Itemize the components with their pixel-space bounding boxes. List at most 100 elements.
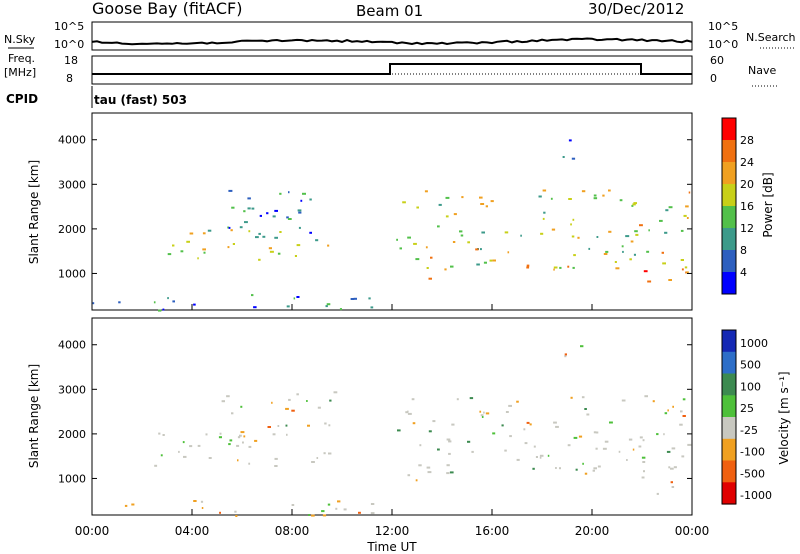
echo-cell bbox=[437, 225, 440, 228]
echo-cell bbox=[647, 280, 652, 283]
freq-label: Freq. bbox=[8, 52, 35, 65]
power-frame bbox=[91, 112, 693, 311]
cpid-label: CPID bbox=[6, 92, 38, 106]
echo-cell bbox=[480, 203, 485, 205]
echo-cell bbox=[202, 248, 206, 251]
echo-cell bbox=[272, 433, 276, 436]
nave-label: Nave bbox=[748, 64, 776, 77]
echo-cell bbox=[671, 486, 675, 488]
velocity-y-axis: 1000 2000 3000 4000 bbox=[58, 339, 692, 485]
echo-cell bbox=[229, 439, 233, 442]
echo-cell bbox=[638, 445, 642, 448]
velocity-frame bbox=[91, 317, 693, 516]
echo-cell bbox=[311, 461, 315, 463]
beam-title: Beam 01 bbox=[356, 2, 423, 20]
echo-cell bbox=[251, 207, 255, 210]
colorbar-tick-label: 8 bbox=[740, 244, 747, 257]
echo-cell bbox=[631, 204, 634, 207]
colorbar-tick-label: 1000 bbox=[740, 337, 768, 350]
echo-cell bbox=[227, 246, 230, 249]
echo-cell bbox=[665, 209, 669, 212]
echo-cell bbox=[483, 261, 487, 264]
echo-cell bbox=[625, 235, 630, 238]
echo-cell bbox=[614, 261, 617, 263]
echo-cell bbox=[584, 472, 588, 475]
echo-cell bbox=[532, 467, 535, 470]
y-tick-label: 4000 bbox=[58, 339, 86, 352]
echo-cell bbox=[153, 301, 156, 304]
echo-cell bbox=[279, 231, 282, 233]
echo-cell bbox=[679, 423, 683, 426]
echo-cell bbox=[501, 424, 504, 427]
echo-cell bbox=[323, 452, 326, 455]
echo-cell bbox=[219, 432, 222, 435]
echo-cell bbox=[402, 201, 406, 204]
echo-cell bbox=[662, 262, 666, 265]
y-tick-label: 2000 bbox=[58, 223, 86, 236]
echo-cell bbox=[597, 465, 601, 468]
freq-tick-top: 18 bbox=[64, 54, 78, 67]
echo-cell bbox=[646, 250, 650, 253]
echo-cell bbox=[451, 423, 455, 426]
echo-cell bbox=[243, 435, 246, 438]
echo-cell bbox=[162, 434, 165, 436]
echo-cell bbox=[419, 444, 422, 447]
echo-cell bbox=[504, 449, 507, 452]
echo-cell bbox=[272, 215, 276, 218]
echo-cell bbox=[492, 259, 496, 262]
echo-cell bbox=[643, 270, 648, 273]
echo-cell bbox=[226, 395, 230, 398]
echo-cell bbox=[490, 200, 494, 203]
echo-cell bbox=[642, 461, 646, 463]
echo-cell bbox=[124, 504, 128, 507]
velocity-colorbar-label: Velocity [m s⁻¹] bbox=[777, 371, 791, 464]
colorbar-segment bbox=[722, 373, 736, 396]
echo-cell bbox=[492, 432, 496, 435]
echo-cell bbox=[235, 515, 238, 517]
echo-cell bbox=[240, 431, 245, 434]
echo-cell bbox=[407, 474, 411, 477]
colorbar-segment bbox=[722, 330, 736, 353]
echo-cell bbox=[564, 353, 567, 356]
echo-cell bbox=[296, 296, 300, 298]
echo-cell bbox=[322, 514, 327, 517]
echo-cell bbox=[324, 422, 327, 425]
echo-cell bbox=[683, 214, 687, 217]
colorbar-tick-label: 20 bbox=[740, 178, 754, 191]
echo-cell bbox=[415, 258, 420, 261]
colorbar-segment bbox=[722, 482, 736, 505]
nsky-tick-top: 10^5 bbox=[54, 20, 84, 33]
echo-cell bbox=[449, 471, 454, 474]
echo-cell bbox=[547, 454, 550, 457]
echo-cell bbox=[635, 233, 639, 236]
echo-cell bbox=[294, 255, 297, 257]
echo-cell bbox=[664, 231, 668, 234]
echo-cell bbox=[298, 226, 301, 229]
echo-cell bbox=[687, 443, 692, 446]
echo-cell bbox=[642, 439, 645, 442]
echo-cell bbox=[432, 420, 436, 423]
echo-cell bbox=[412, 422, 416, 425]
echo-cell bbox=[327, 244, 330, 247]
echo-cell bbox=[593, 194, 597, 197]
echo-cell bbox=[327, 503, 331, 506]
velocity-panel: 1000 2000 3000 4000 Slant Range [km] 1000 50… bbox=[27, 317, 791, 517]
echo-cell bbox=[277, 425, 280, 427]
echo-cell bbox=[603, 253, 608, 255]
echo-cell bbox=[353, 297, 357, 300]
echo-cell bbox=[288, 191, 290, 194]
colorbar-segment bbox=[722, 351, 736, 375]
freq-trace bbox=[92, 63, 692, 75]
echo-cell bbox=[664, 412, 668, 415]
echo-cell bbox=[325, 305, 328, 308]
echo-cell bbox=[526, 264, 530, 267]
echo-cell bbox=[685, 205, 689, 208]
echo-cell bbox=[285, 424, 288, 427]
echo-cell bbox=[231, 412, 234, 415]
echo-cell bbox=[193, 303, 196, 306]
echo-cell bbox=[411, 398, 415, 401]
colorbar-segment bbox=[722, 395, 736, 418]
echo-cell bbox=[279, 192, 282, 195]
echo-cell bbox=[467, 440, 471, 443]
echo-cell bbox=[681, 455, 685, 458]
